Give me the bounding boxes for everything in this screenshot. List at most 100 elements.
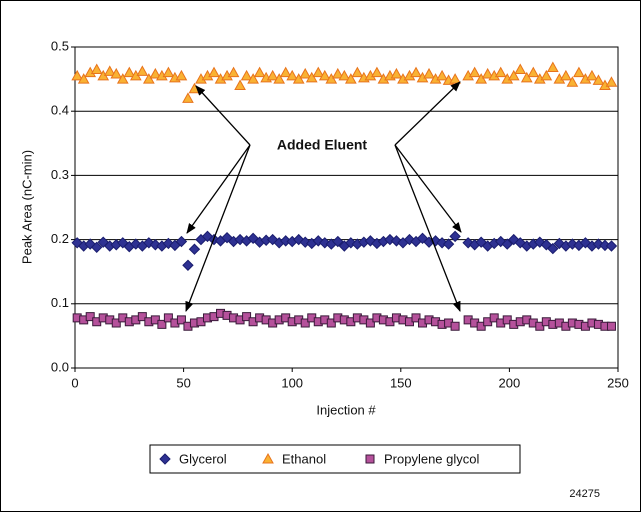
point [202,313,212,323]
point [71,69,84,81]
series-diamond [71,230,618,271]
point [326,318,336,328]
point [110,67,123,79]
point [136,65,149,76]
point [580,321,590,331]
point [189,318,199,328]
point [305,71,318,83]
point [292,73,305,84]
point [547,242,559,255]
point [535,321,545,331]
point [149,67,162,79]
point [605,76,618,87]
point [496,318,506,328]
point [266,69,279,81]
point [248,317,258,327]
point [235,315,245,325]
point [196,317,206,327]
point [573,66,585,78]
annotation: Added Eluent [277,137,368,153]
point [527,66,540,78]
point [157,319,167,329]
legend-label: Ethanol [282,451,326,466]
y-axis-label: Peak Area (nC-min) [19,150,34,264]
point [175,69,188,81]
point [449,230,461,243]
y-tick-label: 0.4 [51,103,69,118]
point [509,319,519,329]
point [561,321,571,331]
point [274,315,284,325]
point [468,66,481,78]
legend [149,444,521,474]
y-tick-label: 0.1 [51,295,69,310]
point [131,315,141,325]
point [475,73,488,84]
point [123,66,136,78]
point [450,321,460,331]
point [507,69,520,81]
point [390,67,403,79]
point [300,318,310,328]
legend-label: Glycerol [179,451,227,466]
point [520,71,533,83]
point [436,69,448,81]
point [331,67,344,79]
figure-id: 24275 [569,488,600,500]
point [142,73,155,84]
point [325,73,338,84]
legend-marker [262,452,274,464]
point [494,66,507,78]
point [351,66,364,78]
point [501,238,513,250]
point [566,76,579,87]
point [418,318,428,328]
point [170,318,180,328]
x-tick-label: 100 [281,375,303,390]
point [312,66,325,78]
point [77,73,90,84]
point [437,319,447,329]
x-tick-label: 0 [71,375,78,390]
point [247,73,259,84]
point [586,69,598,81]
point [92,317,102,327]
point [103,65,116,76]
point [209,312,219,322]
point [279,66,292,78]
point [514,63,527,74]
point [286,69,299,81]
point [273,73,286,84]
point [515,317,525,327]
point [91,241,103,254]
point [299,67,312,79]
y-tick-label: 0.0 [51,359,69,374]
point [79,315,89,325]
point [182,92,194,103]
legend-marker [159,453,171,465]
point [144,317,154,327]
point [268,318,278,328]
point [371,66,383,78]
point [560,69,572,81]
point [344,73,357,84]
x-tick-label: 50 [176,375,190,390]
point [162,66,175,78]
point [365,318,375,328]
point [240,69,253,81]
point [111,318,121,328]
point [410,66,422,78]
point [175,235,188,248]
point [313,317,323,327]
point [476,321,486,331]
point [332,235,344,248]
legend-marker [365,454,375,464]
y-tick-label: 0.2 [51,231,69,246]
x-tick-label: 250 [607,375,629,390]
y-tick-label: 0.3 [51,167,69,182]
y-tick-label: 0.5 [51,38,69,53]
point [318,69,331,81]
point [338,69,351,81]
point [546,61,559,73]
